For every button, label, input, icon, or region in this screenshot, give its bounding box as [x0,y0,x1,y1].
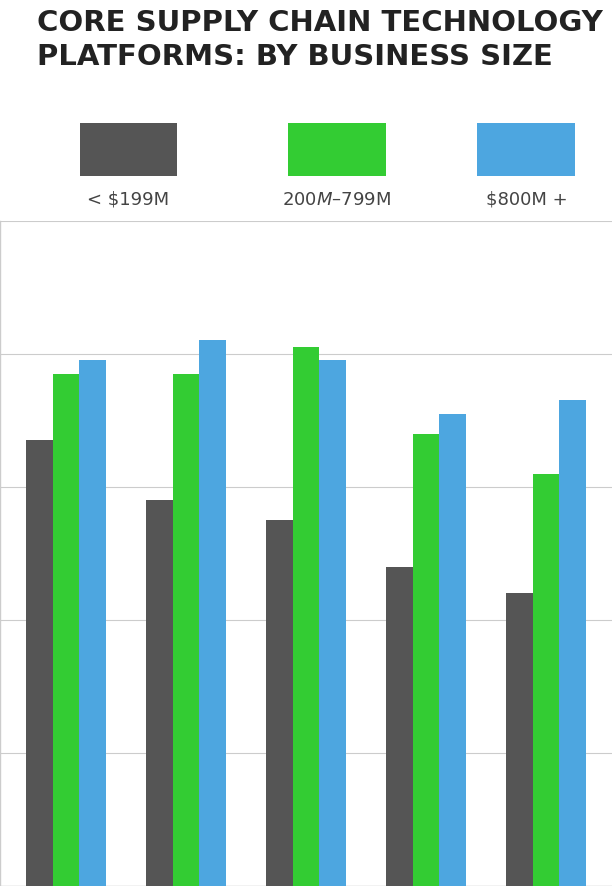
Text: < $199M: < $199M [88,190,170,209]
Bar [439,415,466,886]
Bar [266,520,293,886]
Bar [293,347,319,886]
Text: $800M +: $800M + [485,190,567,209]
Bar [53,374,79,886]
Bar [173,374,199,886]
Text: $200M – $799M: $200M – $799M [282,190,391,209]
FancyBboxPatch shape [477,124,575,177]
Bar [559,400,586,886]
Text: CORE SUPPLY CHAIN TECHNOLOGY
PLATFORMS: BY BUSINESS SIZE: CORE SUPPLY CHAIN TECHNOLOGY PLATFORMS: … [37,9,602,71]
Bar [319,361,346,886]
Bar [506,594,533,886]
Bar [146,501,173,886]
Bar [413,434,439,886]
Bar [79,361,106,886]
FancyBboxPatch shape [288,124,386,177]
Bar [386,567,413,886]
Bar [533,474,559,886]
FancyBboxPatch shape [80,124,177,177]
Bar [199,341,226,886]
Bar [26,440,53,886]
